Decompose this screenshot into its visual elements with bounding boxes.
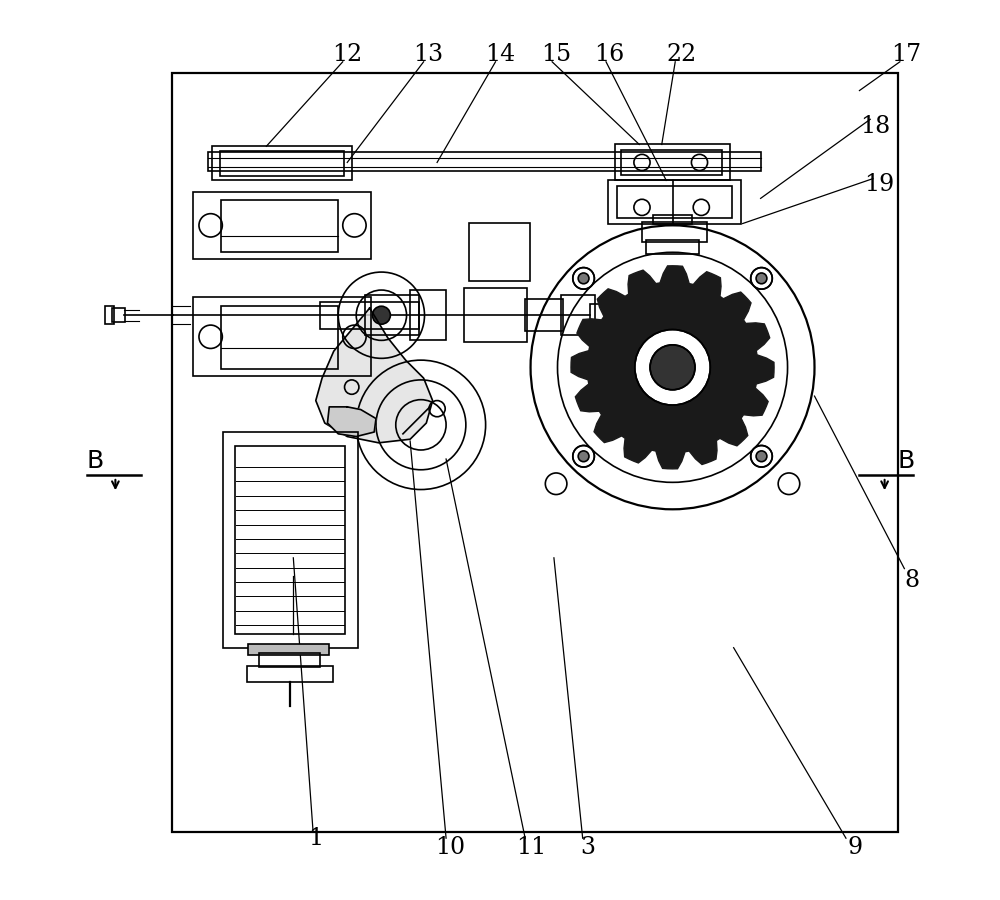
Bar — [220, 151, 344, 176]
Bar — [469, 222, 530, 281]
Bar — [590, 304, 619, 326]
Bar — [259, 653, 320, 668]
Bar — [193, 192, 371, 259]
Bar — [208, 152, 761, 171]
Circle shape — [751, 446, 772, 467]
Bar — [172, 73, 898, 832]
Text: 18: 18 — [860, 115, 891, 138]
Circle shape — [635, 329, 710, 405]
Text: 17: 17 — [891, 43, 921, 66]
Text: 15: 15 — [541, 43, 571, 66]
Polygon shape — [327, 407, 376, 436]
Bar — [653, 214, 692, 223]
Polygon shape — [316, 308, 433, 443]
Bar — [105, 306, 114, 324]
Bar — [608, 180, 741, 223]
Text: 19: 19 — [864, 174, 894, 196]
Text: 11: 11 — [516, 836, 547, 859]
Bar — [212, 147, 352, 180]
Bar — [221, 200, 338, 252]
Bar — [365, 295, 419, 335]
Circle shape — [756, 451, 767, 462]
Text: B: B — [87, 449, 104, 473]
Bar — [464, 288, 527, 342]
Polygon shape — [571, 266, 774, 469]
Circle shape — [751, 267, 772, 289]
Bar — [248, 644, 329, 655]
Text: B: B — [898, 449, 915, 473]
Bar — [525, 299, 563, 331]
Circle shape — [650, 345, 695, 390]
Circle shape — [573, 446, 594, 467]
Circle shape — [578, 273, 589, 284]
Bar — [642, 221, 707, 241]
Circle shape — [372, 306, 390, 324]
Bar — [320, 302, 419, 328]
Circle shape — [756, 273, 767, 284]
Bar — [615, 145, 730, 180]
Bar — [621, 150, 722, 175]
Bar — [617, 185, 732, 218]
Text: 1: 1 — [308, 827, 323, 850]
Text: 12: 12 — [332, 43, 362, 66]
Bar — [247, 666, 333, 682]
Bar — [646, 239, 699, 254]
Bar — [410, 290, 446, 340]
Bar — [193, 297, 371, 376]
Text: 3: 3 — [581, 836, 596, 859]
Bar — [561, 295, 595, 335]
Text: 8: 8 — [904, 569, 919, 592]
Bar — [223, 432, 358, 648]
Text: 9: 9 — [847, 836, 863, 859]
Text: 16: 16 — [595, 43, 625, 66]
Bar — [235, 446, 345, 634]
Circle shape — [573, 267, 594, 289]
Text: 13: 13 — [413, 43, 443, 66]
Text: 14: 14 — [485, 43, 515, 66]
Bar — [221, 306, 338, 369]
Text: 22: 22 — [666, 43, 697, 66]
Circle shape — [578, 451, 589, 462]
Text: 10: 10 — [436, 836, 466, 859]
Bar — [112, 308, 125, 322]
